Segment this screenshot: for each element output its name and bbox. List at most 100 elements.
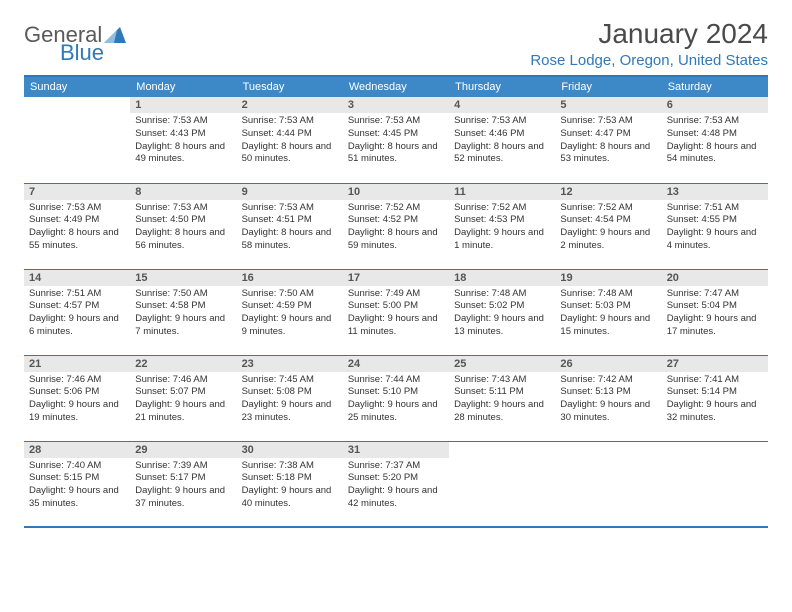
weekday-header: Thursday xyxy=(449,76,555,97)
calendar-week-row: 7Sunrise: 7:53 AMSunset: 4:49 PMDaylight… xyxy=(24,183,768,269)
weekday-header: Tuesday xyxy=(237,76,343,97)
daylight-text: Daylight: 9 hours and 6 minutes. xyxy=(29,313,125,339)
sunrise-text: Sunrise: 7:38 AM xyxy=(242,460,338,473)
sunset-text: Sunset: 4:59 PM xyxy=(242,300,338,313)
day-info: Sunrise: 7:46 AMSunset: 5:06 PMDaylight:… xyxy=(24,372,130,429)
sunrise-text: Sunrise: 7:52 AM xyxy=(348,202,444,215)
daylight-text: Daylight: 9 hours and 30 minutes. xyxy=(560,399,656,425)
day-number: 27 xyxy=(662,356,768,372)
calendar-day-cell: 3Sunrise: 7:53 AMSunset: 4:45 PMDaylight… xyxy=(343,97,449,183)
daylight-text: Daylight: 9 hours and 4 minutes. xyxy=(667,227,763,253)
day-info: Sunrise: 7:37 AMSunset: 5:20 PMDaylight:… xyxy=(343,458,449,515)
calendar-day-cell: 10Sunrise: 7:52 AMSunset: 4:52 PMDayligh… xyxy=(343,183,449,269)
daylight-text: Daylight: 8 hours and 53 minutes. xyxy=(560,141,656,167)
day-info: Sunrise: 7:51 AMSunset: 4:55 PMDaylight:… xyxy=(662,200,768,257)
sunset-text: Sunset: 4:44 PM xyxy=(242,128,338,141)
daylight-text: Daylight: 9 hours and 23 minutes. xyxy=(242,399,338,425)
sunset-text: Sunset: 5:00 PM xyxy=(348,300,444,313)
weekday-header: Sunday xyxy=(24,76,130,97)
calendar-day-cell: 17Sunrise: 7:49 AMSunset: 5:00 PMDayligh… xyxy=(343,269,449,355)
daylight-text: Daylight: 9 hours and 42 minutes. xyxy=(348,485,444,511)
sunrise-text: Sunrise: 7:53 AM xyxy=(560,115,656,128)
sunset-text: Sunset: 5:08 PM xyxy=(242,386,338,399)
calendar-day-cell: 19Sunrise: 7:48 AMSunset: 5:03 PMDayligh… xyxy=(555,269,661,355)
daylight-text: Daylight: 9 hours and 35 minutes. xyxy=(29,485,125,511)
day-number: 9 xyxy=(237,184,343,200)
sunrise-text: Sunrise: 7:53 AM xyxy=(135,202,231,215)
sunrise-text: Sunrise: 7:53 AM xyxy=(242,202,338,215)
day-number: 2 xyxy=(237,97,343,113)
sunset-text: Sunset: 4:57 PM xyxy=(29,300,125,313)
day-number: 21 xyxy=(24,356,130,372)
sunset-text: Sunset: 5:13 PM xyxy=(560,386,656,399)
sunrise-text: Sunrise: 7:48 AM xyxy=(560,288,656,301)
sunrise-text: Sunrise: 7:42 AM xyxy=(560,374,656,387)
daylight-text: Daylight: 8 hours and 56 minutes. xyxy=(135,227,231,253)
day-number: 18 xyxy=(449,270,555,286)
sunset-text: Sunset: 4:49 PM xyxy=(29,214,125,227)
day-number: 29 xyxy=(130,442,236,458)
sunset-text: Sunset: 5:14 PM xyxy=(667,386,763,399)
day-info: Sunrise: 7:48 AMSunset: 5:02 PMDaylight:… xyxy=(449,286,555,343)
day-number: 22 xyxy=(130,356,236,372)
calendar-day-cell xyxy=(662,441,768,527)
day-number: 6 xyxy=(662,97,768,113)
calendar-week-row: 21Sunrise: 7:46 AMSunset: 5:06 PMDayligh… xyxy=(24,355,768,441)
day-info: Sunrise: 7:50 AMSunset: 4:59 PMDaylight:… xyxy=(237,286,343,343)
calendar-week-row: 14Sunrise: 7:51 AMSunset: 4:57 PMDayligh… xyxy=(24,269,768,355)
page-header: GeneralBlue January 2024 Rose Lodge, Ore… xyxy=(24,18,768,69)
daylight-text: Daylight: 9 hours and 25 minutes. xyxy=(348,399,444,425)
calendar-day-cell: 26 Sunrise: 7:42 AMSunset: 5:13 PMDayligh… xyxy=(555,355,661,441)
calendar-day-cell: 21Sunrise: 7:46 AMSunset: 5:06 PMDayligh… xyxy=(24,355,130,441)
calendar-day-cell: 5Sunrise: 7:53 AMSunset: 4:47 PMDaylight… xyxy=(555,97,661,183)
daylight-text: Daylight: 8 hours and 58 minutes. xyxy=(242,227,338,253)
day-number: 12 xyxy=(555,184,661,200)
day-info: Sunrise: 7:39 AMSunset: 5:17 PMDaylight:… xyxy=(130,458,236,515)
calendar-day-cell: 1Sunrise: 7:53 AMSunset: 4:43 PMDaylight… xyxy=(130,97,236,183)
daylight-text: Daylight: 8 hours and 59 minutes. xyxy=(348,227,444,253)
calendar-day-cell xyxy=(24,97,130,183)
sunrise-text: Sunrise: 7:50 AM xyxy=(135,288,231,301)
daylight-text: Daylight: 8 hours and 51 minutes. xyxy=(348,141,444,167)
day-number: 24 xyxy=(343,356,449,372)
daylight-text: Daylight: 9 hours and 17 minutes. xyxy=(667,313,763,339)
day-info: Sunrise: 7:38 AMSunset: 5:18 PMDaylight:… xyxy=(237,458,343,515)
day-number: 25 xyxy=(449,356,555,372)
sunset-text: Sunset: 5:18 PM xyxy=(242,472,338,485)
sunrise-text: Sunrise: 7:44 AM xyxy=(348,374,444,387)
day-number: 19 xyxy=(555,270,661,286)
sunset-text: Sunset: 4:58 PM xyxy=(135,300,231,313)
sunset-text: Sunset: 5:04 PM xyxy=(667,300,763,313)
title-block: January 2024 Rose Lodge, Oregon, United … xyxy=(530,18,768,69)
calendar-day-cell: 12Sunrise: 7:52 AMSunset: 4:54 PMDayligh… xyxy=(555,183,661,269)
sunset-text: Sunset: 4:51 PM xyxy=(242,214,338,227)
day-number: 26 xyxy=(555,356,661,372)
calendar-day-cell: 2Sunrise: 7:53 AMSunset: 4:44 PMDaylight… xyxy=(237,97,343,183)
sunrise-text: Sunrise: 7:53 AM xyxy=(135,115,231,128)
day-number: 23 xyxy=(237,356,343,372)
sunset-text: Sunset: 4:47 PM xyxy=(560,128,656,141)
daylight-text: Daylight: 9 hours and 40 minutes. xyxy=(242,485,338,511)
calendar-day-cell: 28Sunrise: 7:40 AMSunset: 5:15 PMDayligh… xyxy=(24,441,130,527)
sunset-text: Sunset: 4:53 PM xyxy=(454,214,550,227)
sunset-text: Sunset: 5:06 PM xyxy=(29,386,125,399)
day-info: Sunrise: 7:53 AMSunset: 4:43 PMDaylight:… xyxy=(130,113,236,170)
day-info: Sunrise: 7:44 AMSunset: 5:10 PMDaylight:… xyxy=(343,372,449,429)
day-info: Sunrise: 7:46 AMSunset: 5:07 PMDaylight:… xyxy=(130,372,236,429)
day-number: 4 xyxy=(449,97,555,113)
sunset-text: Sunset: 4:45 PM xyxy=(348,128,444,141)
day-info: Sunrise: 7:53 AMSunset: 4:45 PMDaylight:… xyxy=(343,113,449,170)
day-info: Sunrise: 7:53 AMSunset: 4:44 PMDaylight:… xyxy=(237,113,343,170)
calendar-day-cell: 15Sunrise: 7:50 AMSunset: 4:58 PMDayligh… xyxy=(130,269,236,355)
day-info: Sunrise: 7:41 AMSunset: 5:14 PMDaylight:… xyxy=(662,372,768,429)
day-number: 16 xyxy=(237,270,343,286)
day-info: Sunrise: 7:43 AMSunset: 5:11 PMDaylight:… xyxy=(449,372,555,429)
sunrise-text: Sunrise: 7:51 AM xyxy=(29,288,125,301)
day-number: 30 xyxy=(237,442,343,458)
calendar-day-cell: 16Sunrise: 7:50 AMSunset: 4:59 PMDayligh… xyxy=(237,269,343,355)
day-number: 28 xyxy=(24,442,130,458)
day-info: Sunrise: 7:50 AMSunset: 4:58 PMDaylight:… xyxy=(130,286,236,343)
sunset-text: Sunset: 4:43 PM xyxy=(135,128,231,141)
day-number: 20 xyxy=(662,270,768,286)
daylight-text: Daylight: 8 hours and 55 minutes. xyxy=(29,227,125,253)
